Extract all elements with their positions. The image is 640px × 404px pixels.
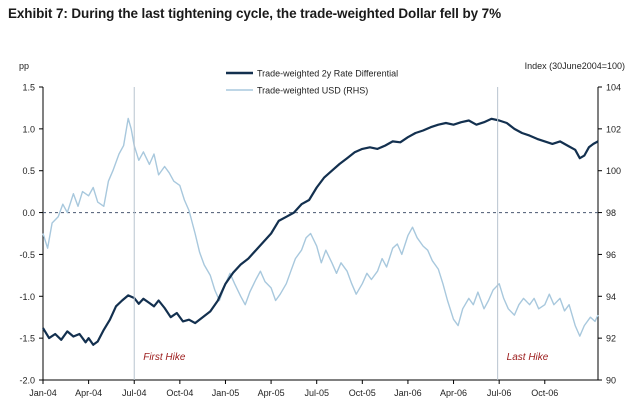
left-tick-label: -2.0: [19, 376, 35, 386]
left-tick-label: 1.5: [22, 83, 35, 93]
annotation-label: Last Hike: [507, 352, 549, 363]
left-tick-label: 0.0: [22, 208, 35, 218]
left-tick-label: -1.0: [19, 292, 35, 302]
left-tick-label: -0.5: [19, 250, 35, 260]
right-tick-label: 96: [606, 250, 616, 260]
legend-label: Trade-weighted 2y Rate Differential: [257, 69, 398, 79]
right-tick-label: 94: [606, 292, 616, 302]
legend-label: Trade-weighted USD (RHS): [257, 86, 368, 96]
right-tick-label: 98: [606, 208, 616, 218]
annotation-label: First Hike: [143, 352, 186, 363]
legend: Trade-weighted 2y Rate Differential Trade…: [226, 69, 398, 96]
chart-axes: 1.5 1.0 0.5 0.0 -0.5 -1.0 -1.5 -2.0 104 102 100 98 9…: [19, 61, 625, 398]
left-axis-label: pp: [19, 61, 29, 71]
series-line: [42, 117, 599, 346]
x-tick-label: Apr-04: [75, 388, 102, 398]
left-tick-label: 0.5: [22, 166, 35, 176]
right-axis-label: Index (30June2004=100): [525, 61, 625, 71]
left-tick-label: 1.0: [22, 124, 35, 134]
right-tick-label: 100: [606, 166, 621, 176]
x-tick-label: Jul-06: [487, 388, 512, 398]
x-tick-label: Oct-04: [166, 388, 193, 398]
x-tick-label: Apr-05: [258, 388, 285, 398]
chart-title: Exhibit 7: During the last tightening cy…: [8, 6, 501, 21]
x-tick-label: Oct-06: [531, 388, 558, 398]
right-tick-label: 102: [606, 124, 621, 134]
right-tick-label: 104: [606, 83, 621, 93]
x-tick-label: Oct-05: [349, 388, 376, 398]
right-tick-label: 90: [606, 376, 616, 386]
x-tick-label: Apr-06: [440, 388, 467, 398]
chart-lines: [42, 117, 599, 346]
x-tick-label: Jan-06: [394, 388, 422, 398]
series-line: [42, 117, 599, 337]
x-tick-label: Jul-04: [122, 388, 147, 398]
x-tick-label: Jan-04: [29, 388, 57, 398]
right-tick-label: 92: [606, 334, 616, 344]
annotations: First Hike Last Hike: [133, 87, 549, 380]
left-tick-label: -1.5: [19, 334, 35, 344]
x-tick-label: Jul-05: [304, 388, 329, 398]
x-tick-label: Jan-05: [212, 388, 240, 398]
